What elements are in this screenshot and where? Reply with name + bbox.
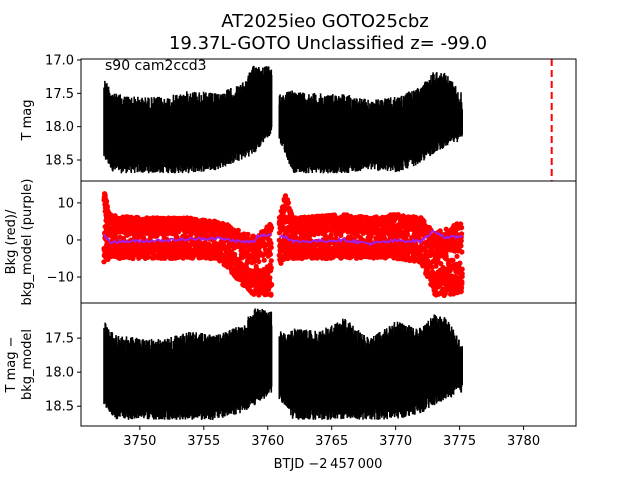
data-point	[268, 292, 274, 298]
data-point	[443, 256, 450, 262]
data-point	[282, 193, 289, 199]
data-point	[268, 265, 274, 271]
data-point	[459, 281, 465, 287]
data-point	[338, 232, 344, 238]
data-point	[269, 281, 275, 288]
data-point	[108, 233, 114, 239]
data-point	[162, 255, 168, 261]
data-point	[268, 240, 274, 246]
data-point	[330, 254, 336, 260]
y-axis-label: T mag	[20, 100, 35, 142]
data-point	[235, 227, 241, 233]
x-axis-label: BTJD −2 457 000	[274, 457, 383, 472]
data-point	[459, 249, 465, 255]
data-point	[302, 233, 308, 239]
data-point	[101, 259, 107, 265]
data-point	[267, 251, 273, 257]
data-point	[269, 225, 275, 231]
y-tick-label: 0	[66, 233, 74, 248]
panel-tmag-minus-bkg: 17.518.018.5T mag − bkg_model	[4, 302, 577, 427]
chart-title-line2: 19.37L-GOTO Unclassified z= -99.0	[169, 33, 487, 54]
panel-tmag: 17.0 17.5 18.0 18.5 T mag	[20, 54, 577, 182]
y-tick-label: 17.0	[45, 54, 74, 69]
y-tick-label: −10	[47, 271, 74, 286]
data-point	[459, 274, 465, 280]
data-point	[104, 204, 110, 210]
data-point	[261, 257, 267, 263]
panel-bkg: 10 0 −10 Bkg (red)/bkg_model (purple)	[4, 179, 577, 306]
data-series	[103, 65, 464, 174]
data-series	[101, 191, 465, 299]
data-point	[457, 260, 463, 266]
data-point	[104, 198, 110, 204]
data-point	[459, 285, 465, 291]
data-point	[147, 234, 153, 241]
y-tick-label: 17.5	[45, 87, 74, 102]
data-point	[450, 257, 456, 263]
bkg-model-line	[103, 233, 272, 245]
data-point	[245, 231, 251, 237]
data-point	[278, 260, 284, 266]
chart-title-line1: AT2025ieo GOTO25cbz	[221, 11, 428, 32]
data-point	[267, 275, 273, 281]
data-point	[458, 243, 464, 249]
y-tick-label: 18.0	[45, 120, 74, 135]
data-point	[433, 263, 439, 269]
panel1-annotation: s90 cam2ccd3	[105, 58, 207, 74]
data-point	[268, 258, 274, 264]
data-point	[145, 254, 151, 260]
data-series	[103, 308, 464, 420]
data-point	[285, 200, 291, 206]
y-axis-label: bkg_model (purple)	[20, 179, 35, 306]
data-point	[454, 221, 460, 227]
data-point	[333, 231, 339, 237]
data-point	[404, 232, 411, 238]
y-tick-label: 18.5	[45, 154, 74, 169]
y-axis-label: Bkg (red)/	[4, 209, 19, 274]
data-point	[256, 259, 262, 265]
data-point	[459, 266, 465, 272]
data-point	[438, 261, 444, 267]
data-point	[268, 244, 274, 251]
y-tick-label: 10	[57, 196, 74, 211]
data-point	[174, 234, 180, 240]
data-point	[454, 253, 460, 259]
bkg-model-line	[278, 230, 463, 247]
data-point	[459, 225, 465, 231]
data-point	[220, 221, 226, 227]
